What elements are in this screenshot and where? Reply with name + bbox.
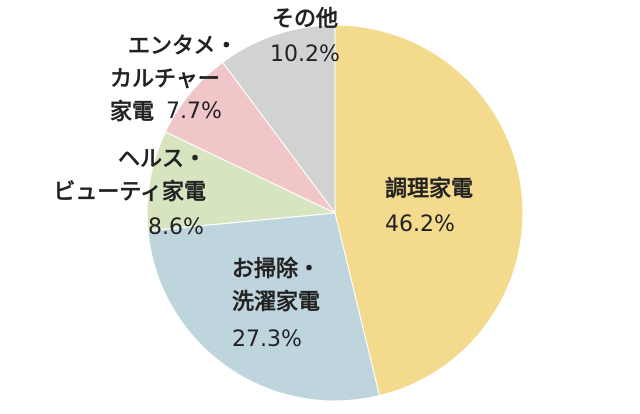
- slice-label: ヘルス・ビューティ家電: [53, 147, 206, 205]
- slice-label: 調理家電: [385, 176, 473, 202]
- value-label: 7.7%: [166, 99, 222, 124]
- value-label: 8.6%: [148, 215, 204, 240]
- slice-label: その他: [272, 7, 338, 32]
- value-label: 10.2%: [270, 42, 340, 67]
- slice-label: エンタメ・カルチャー家電: [110, 34, 237, 125]
- value-label: 27.3%: [232, 327, 302, 352]
- value-label: 46.2%: [385, 212, 455, 237]
- pie-slice: [146, 131, 337, 232]
- pie-slice: [221, 24, 336, 215]
- pie-slice: [334, 24, 524, 397]
- pie-slice: [147, 212, 381, 402]
- slice-label: お掃除・洗濯家電: [232, 256, 320, 315]
